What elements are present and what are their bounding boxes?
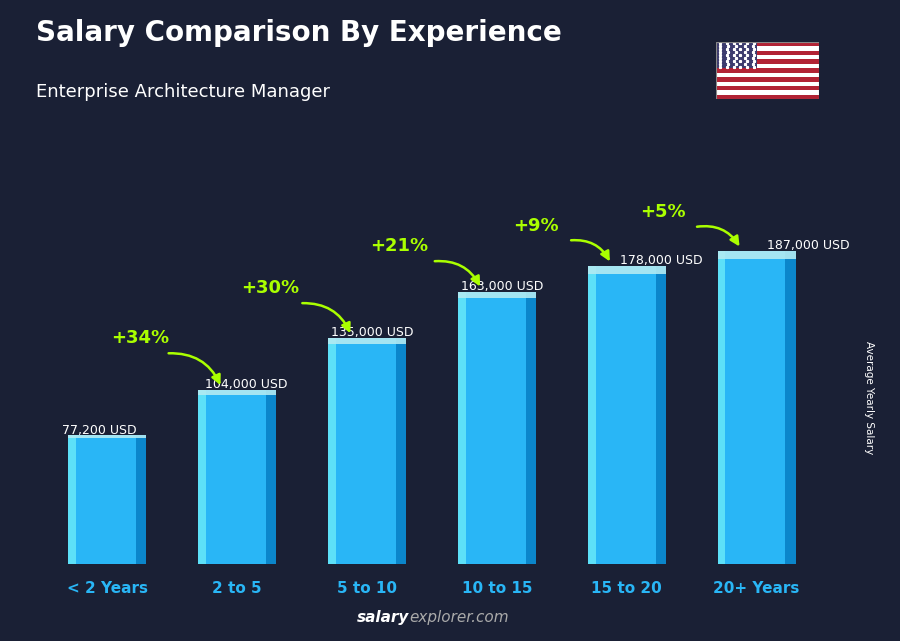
Bar	[717, 251, 796, 564]
Bar	[266, 390, 276, 564]
Text: 163,000 USD: 163,000 USD	[461, 279, 543, 292]
Bar	[717, 251, 725, 564]
FancyArrowPatch shape	[302, 303, 349, 331]
Bar	[328, 338, 336, 564]
Bar	[588, 267, 666, 564]
Text: 178,000 USD: 178,000 USD	[620, 254, 703, 267]
Bar	[588, 267, 666, 274]
Text: +30%: +30%	[240, 279, 299, 297]
Bar	[716, 72, 819, 77]
Bar	[716, 60, 819, 64]
Bar	[458, 292, 536, 564]
Bar	[198, 390, 206, 564]
Bar	[458, 292, 466, 564]
Bar	[198, 390, 276, 394]
Bar	[68, 435, 76, 564]
Bar	[716, 90, 819, 95]
Bar	[716, 77, 819, 81]
Text: +21%: +21%	[371, 237, 428, 254]
Text: 187,000 USD: 187,000 USD	[767, 239, 850, 253]
Bar	[458, 292, 536, 298]
Text: 104,000 USD: 104,000 USD	[205, 378, 287, 391]
Bar	[716, 46, 819, 51]
Bar	[396, 338, 406, 564]
Text: explorer.com: explorer.com	[410, 610, 509, 625]
Bar	[716, 51, 819, 55]
FancyArrowPatch shape	[697, 226, 738, 244]
FancyArrowPatch shape	[572, 240, 608, 259]
Bar	[68, 435, 147, 564]
Bar	[136, 435, 147, 564]
Bar	[588, 267, 596, 564]
Bar	[716, 81, 819, 86]
Bar	[716, 42, 819, 46]
Bar	[716, 69, 819, 72]
Bar	[716, 64, 819, 69]
Bar	[328, 338, 406, 344]
FancyArrowPatch shape	[168, 353, 220, 383]
Bar	[68, 435, 147, 438]
Bar	[716, 86, 819, 90]
Bar	[716, 42, 757, 69]
Text: Average Yearly Salary: Average Yearly Salary	[863, 341, 874, 454]
Bar	[655, 267, 666, 564]
Bar	[526, 292, 536, 564]
Bar	[716, 95, 819, 99]
Bar	[328, 338, 406, 564]
Text: 77,200 USD: 77,200 USD	[62, 424, 137, 437]
Text: Enterprise Architecture Manager: Enterprise Architecture Manager	[36, 83, 330, 101]
Text: Salary Comparison By Experience: Salary Comparison By Experience	[36, 19, 562, 47]
Bar	[716, 55, 819, 60]
Bar	[198, 390, 276, 564]
FancyArrowPatch shape	[435, 261, 479, 284]
Bar	[786, 251, 796, 564]
Text: salary: salary	[357, 610, 410, 625]
Bar	[717, 251, 796, 259]
Text: 135,000 USD: 135,000 USD	[330, 326, 413, 339]
Text: +34%: +34%	[111, 329, 169, 347]
Text: +5%: +5%	[640, 203, 686, 221]
Text: +9%: +9%	[513, 217, 559, 235]
